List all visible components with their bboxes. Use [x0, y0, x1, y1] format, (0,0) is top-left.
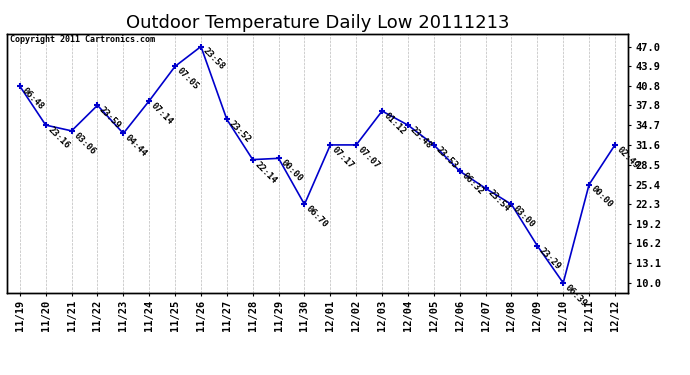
Title: Outdoor Temperature Daily Low 20111213: Outdoor Temperature Daily Low 20111213 [126, 14, 509, 32]
Text: 06:39: 06:39 [563, 283, 589, 308]
Text: 00:00: 00:00 [589, 184, 615, 210]
Text: 23:16: 23:16 [46, 125, 71, 150]
Text: 03:00: 03:00 [511, 204, 537, 230]
Text: 07:07: 07:07 [356, 145, 382, 170]
Text: 23:52: 23:52 [227, 119, 253, 145]
Text: 06:70: 06:70 [304, 204, 330, 230]
Text: 00:00: 00:00 [279, 158, 304, 184]
Text: 23:59: 23:59 [97, 105, 123, 130]
Text: 23:54: 23:54 [486, 188, 511, 214]
Text: 06:48: 06:48 [20, 86, 46, 111]
Text: 22:14: 22:14 [253, 160, 278, 185]
Text: 06:32: 06:32 [460, 171, 485, 196]
Text: 07:17: 07:17 [331, 145, 356, 170]
Text: 23:58: 23:58 [201, 46, 226, 72]
Text: 07:05: 07:05 [175, 66, 201, 92]
Text: 23:53: 23:53 [434, 145, 460, 170]
Text: 23:48: 23:48 [408, 125, 433, 150]
Text: 01:12: 01:12 [382, 111, 408, 136]
Text: 23:29: 23:29 [538, 246, 563, 271]
Text: 03:06: 03:06 [72, 131, 97, 156]
Text: 04:44: 04:44 [124, 134, 149, 159]
Text: 07:14: 07:14 [149, 101, 175, 126]
Text: Copyright 2011 Cartronics.com: Copyright 2011 Cartronics.com [10, 35, 155, 44]
Text: 02:49: 02:49 [615, 145, 640, 170]
